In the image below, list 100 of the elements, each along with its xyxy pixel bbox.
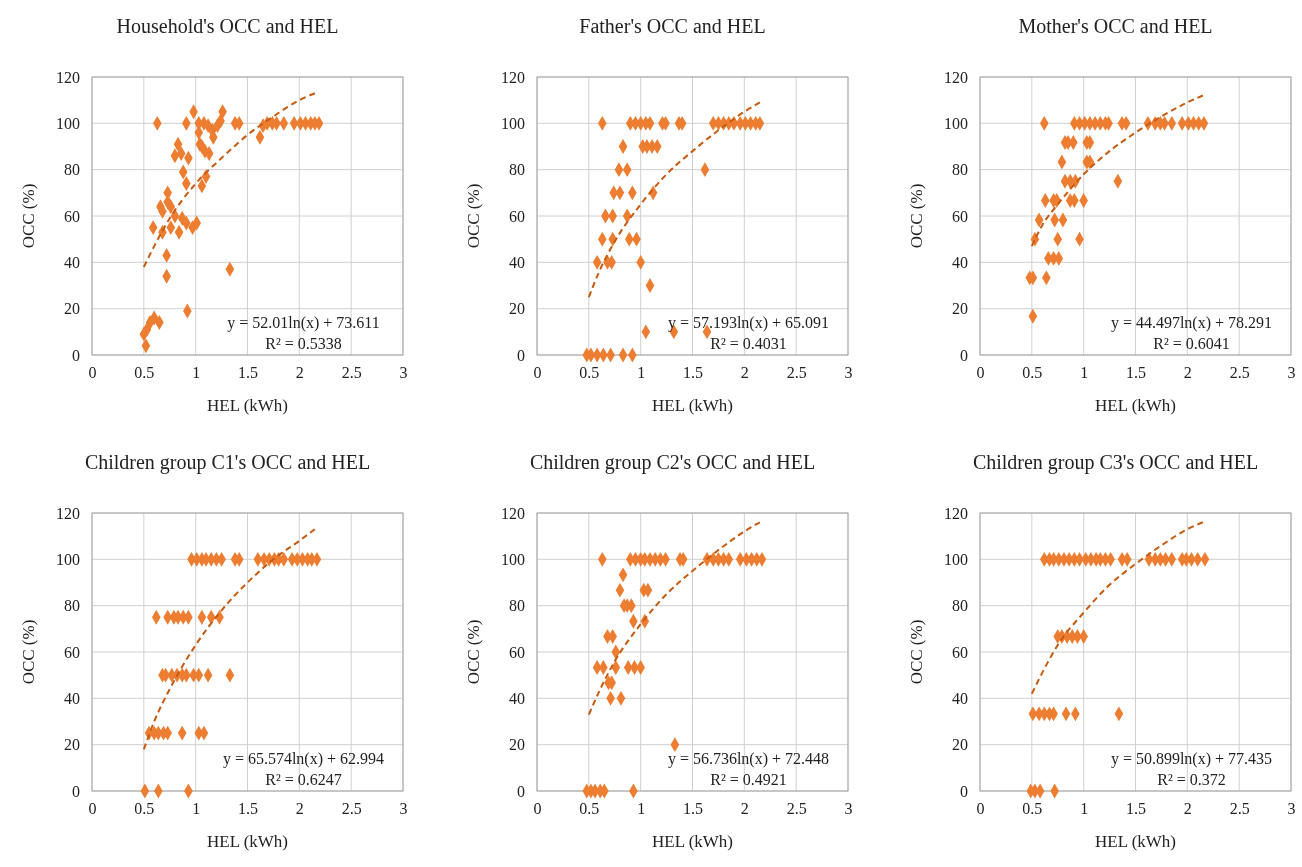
y-tick-label: 40 bbox=[64, 689, 80, 707]
y-tick-label: 0 bbox=[517, 346, 525, 364]
x-tick-label: 2.5 bbox=[341, 364, 362, 382]
x-tick-label: 1.5 bbox=[683, 800, 703, 818]
annotation: y = 56.736ln(x) + 72.448 bbox=[667, 750, 830, 768]
x-tick-label: 3 bbox=[844, 364, 853, 382]
annotation: y = 50.899ln(x) + 77.435 bbox=[1110, 750, 1273, 768]
x-tick-label: 1 bbox=[192, 364, 201, 382]
y-tick-label: 60 bbox=[952, 207, 968, 225]
line-series bbox=[1030, 94, 1204, 248]
y-tick-label: 60 bbox=[952, 643, 968, 661]
line-series bbox=[142, 528, 316, 751]
y-tick-label: 40 bbox=[952, 253, 968, 271]
chart-title: Children group C2's OCC and HEL bbox=[529, 451, 816, 474]
y-tick-label: 20 bbox=[64, 300, 80, 318]
y-axis-title: OCC (%) bbox=[19, 619, 38, 685]
y-tick-label: 40 bbox=[509, 253, 525, 271]
line-series bbox=[142, 92, 316, 268]
x-tick-label: 3 bbox=[844, 800, 853, 818]
x-tick-label: 3 bbox=[1287, 364, 1296, 382]
annotation: y = 57.193ln(x) + 65.091 bbox=[667, 314, 830, 332]
x-tick-label: 0.5 bbox=[134, 800, 155, 818]
y-tick-label: 0 bbox=[72, 782, 80, 800]
x-tick-label: 2 bbox=[1183, 364, 1192, 382]
x-tick-label: 0 bbox=[976, 800, 985, 818]
y-tick-label: 40 bbox=[952, 689, 968, 707]
y-axis-title: OCC (%) bbox=[19, 183, 38, 249]
y-tick-label: 80 bbox=[64, 161, 80, 179]
y-tick-label: 20 bbox=[509, 300, 525, 318]
y-tick-label: 100 bbox=[56, 114, 80, 132]
x-tick-label: 1 bbox=[637, 800, 646, 818]
y-tick-label: 100 bbox=[56, 550, 80, 568]
y-tick-label: 120 bbox=[501, 504, 525, 522]
x-axis-title: HEL (kWh) bbox=[206, 396, 289, 415]
chart-title: Children group C3's OCC and HEL bbox=[972, 451, 1259, 474]
x-tick-label: 0 bbox=[88, 364, 97, 382]
y-tick-label: 120 bbox=[944, 68, 968, 86]
y-tick-label: 120 bbox=[944, 504, 968, 522]
x-axis-title: HEL (kWh) bbox=[1094, 396, 1177, 415]
chart-title: Household's OCC and HEL bbox=[116, 15, 339, 37]
annotation: y = 65.574ln(x) + 62.994 bbox=[222, 750, 385, 768]
y-tick-label: 120 bbox=[56, 504, 80, 522]
y-tick-label: 60 bbox=[64, 643, 80, 661]
y-tick-label: 20 bbox=[952, 300, 968, 318]
x-tick-label: 2 bbox=[740, 800, 749, 818]
x-tick-label: 1.5 bbox=[1126, 364, 1146, 382]
annotation: R² = 0.4031 bbox=[710, 335, 787, 352]
y-tick-label: 100 bbox=[944, 114, 968, 132]
y-axis-title: OCC (%) bbox=[464, 183, 483, 249]
x-tick-label: 2 bbox=[295, 800, 304, 818]
y-axis-title: OCC (%) bbox=[907, 619, 926, 685]
x-tick-label: 1.5 bbox=[238, 800, 258, 818]
x-tick-label: 2 bbox=[740, 364, 749, 382]
y-tick-label: 80 bbox=[509, 597, 525, 615]
annotation: R² = 0.4921 bbox=[710, 771, 787, 788]
x-axis-title: HEL (kWh) bbox=[206, 832, 289, 851]
line-series bbox=[587, 521, 761, 716]
x-tick-label: 0.5 bbox=[1022, 800, 1043, 818]
x-tick-label: 0 bbox=[976, 364, 985, 382]
annotation: R² = 0.6247 bbox=[265, 771, 342, 788]
line-series bbox=[1030, 521, 1204, 695]
y-tick-label: 100 bbox=[501, 114, 525, 132]
x-tick-label: 1 bbox=[1080, 800, 1089, 818]
annotation: R² = 0.372 bbox=[1157, 771, 1226, 788]
x-tick-label: 3 bbox=[1287, 800, 1296, 818]
x-tick-label: 2 bbox=[295, 364, 304, 382]
x-tick-label: 2.5 bbox=[1229, 800, 1250, 818]
annotation: y = 44.497ln(x) + 78.291 bbox=[1110, 314, 1273, 332]
y-tick-label: 80 bbox=[952, 161, 968, 179]
y-tick-label: 120 bbox=[56, 68, 80, 86]
y-tick-label: 0 bbox=[960, 782, 968, 800]
x-tick-label: 3 bbox=[399, 800, 408, 818]
x-tick-label: 3 bbox=[399, 364, 408, 382]
y-axis-title: OCC (%) bbox=[907, 183, 926, 249]
y-tick-label: 60 bbox=[509, 207, 525, 225]
y-tick-label: 20 bbox=[64, 736, 80, 754]
x-tick-label: 0.5 bbox=[579, 800, 600, 818]
y-tick-label: 100 bbox=[501, 550, 525, 568]
x-tick-label: 0 bbox=[533, 800, 542, 818]
y-tick-label: 80 bbox=[64, 597, 80, 615]
y-axis-title: OCC (%) bbox=[464, 619, 483, 685]
chart-title: Father's OCC and HEL bbox=[579, 15, 766, 37]
x-tick-label: 0.5 bbox=[134, 364, 155, 382]
x-tick-label: 2 bbox=[1183, 800, 1192, 818]
y-tick-label: 40 bbox=[509, 689, 525, 707]
x-tick-label: 1 bbox=[1080, 364, 1089, 382]
x-tick-label: 1 bbox=[192, 800, 201, 818]
x-tick-label: 2.5 bbox=[786, 800, 807, 818]
annotation: y = 52.01ln(x) + 73.611 bbox=[227, 314, 380, 332]
x-tick-label: 0 bbox=[88, 800, 97, 818]
x-tick-label: 1.5 bbox=[1126, 800, 1146, 818]
chart-title: Children group C1's OCC and HEL bbox=[84, 451, 371, 474]
x-tick-label: 0.5 bbox=[579, 364, 600, 382]
chart-title: Mother's OCC and HEL bbox=[1018, 15, 1213, 37]
y-tick-label: 80 bbox=[952, 597, 968, 615]
annotation: R² = 0.5338 bbox=[265, 335, 342, 352]
y-tick-label: 60 bbox=[64, 207, 80, 225]
x-tick-label: 1.5 bbox=[683, 364, 703, 382]
y-tick-label: 20 bbox=[952, 736, 968, 754]
line-series bbox=[587, 101, 761, 299]
